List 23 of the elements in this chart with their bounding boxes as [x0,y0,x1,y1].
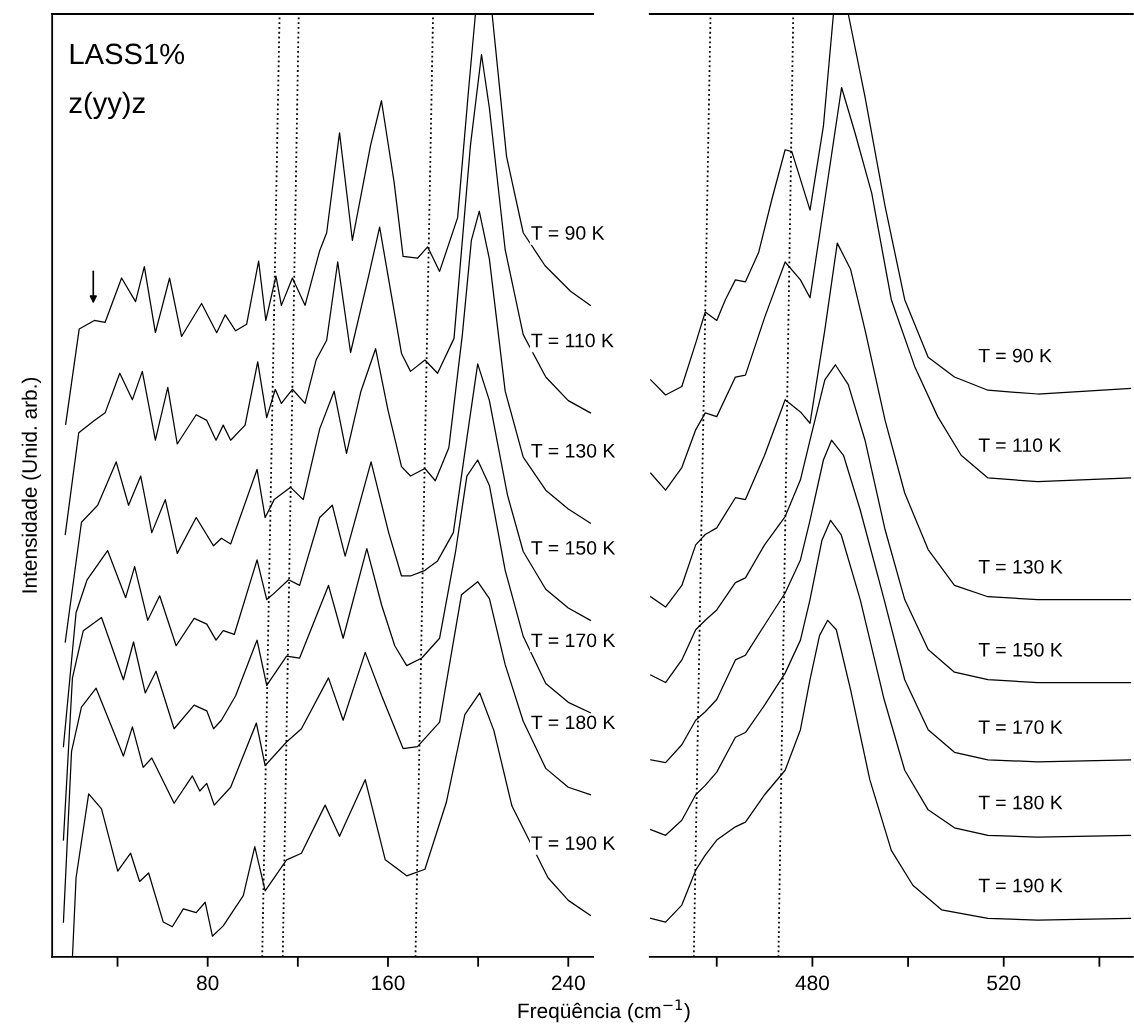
x-tick-label: 480 [795,975,829,991]
x-tick-label: 160 [372,975,405,991]
series-label: T = 130 K [978,559,1063,574]
series-label: T = 190 K [531,836,616,850]
series-label: T = 170 K [531,633,616,648]
annotation: LASS1% [70,43,185,65]
annotation: z(yy)z [69,91,145,120]
x-axis-title: Freqüência (cm$^{−1}$) [518,999,690,1023]
series-label: T = 110 K [978,438,1062,453]
series-label: T = 90 K [978,348,1052,363]
series-label: T = 170 K [978,720,1063,734]
x-tick-label: 240 [551,975,585,991]
series-label: T = 190 K [978,878,1063,893]
series-label: T = 180 K [978,795,1063,810]
series-label: T = 180 K [531,715,616,730]
x-tick-label: 80 [197,975,219,991]
series-label: T = 150 K [978,642,1063,657]
series-label: T = 110 K [531,333,614,348]
series-label: T = 150 K [531,541,616,555]
x-tick-label: 520 [987,975,1021,991]
y-axis-title: Intensidade (Unid. arb.) [21,377,42,593]
series-label: T = 130 K [531,443,616,458]
series-label: T = 90 K [531,226,605,240]
